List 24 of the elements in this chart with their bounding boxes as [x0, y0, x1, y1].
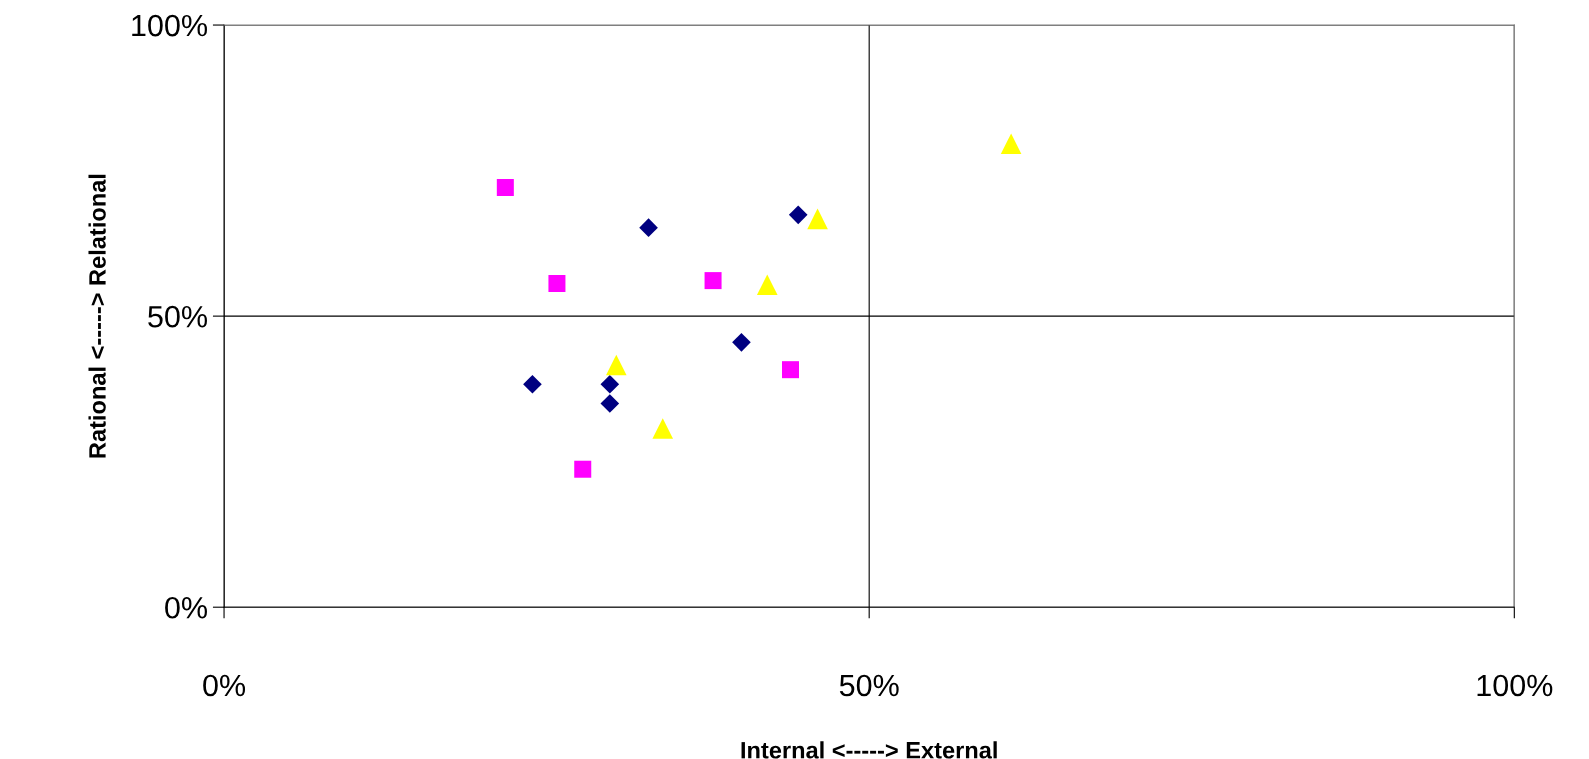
- y-tick-label: 0%: [165, 596, 207, 619]
- x-tick-label: 50%: [839, 674, 899, 697]
- point: [523, 374, 542, 394]
- point: [781, 361, 799, 379]
- point: [732, 333, 751, 352]
- x-tick-label: 0%: [203, 674, 246, 697]
- point: [756, 274, 778, 295]
- x-axis-title: Internal <-----> External: [741, 741, 997, 759]
- point: [1000, 133, 1022, 155]
- y-tick-label: 50%: [148, 305, 207, 328]
- point: [574, 460, 592, 478]
- y-axis-title: Rational <-----> Relational: [88, 174, 106, 458]
- point: [652, 418, 674, 439]
- point: [788, 205, 808, 225]
- x-tick-label: 100%: [1477, 674, 1553, 697]
- point: [605, 354, 627, 376]
- point: [639, 218, 658, 237]
- point: [548, 275, 566, 293]
- point: [496, 178, 514, 196]
- point: [807, 208, 828, 230]
- point: [600, 394, 620, 413]
- point: [600, 374, 620, 394]
- point: [704, 272, 722, 290]
- y-tick-label: 100%: [132, 14, 207, 37]
